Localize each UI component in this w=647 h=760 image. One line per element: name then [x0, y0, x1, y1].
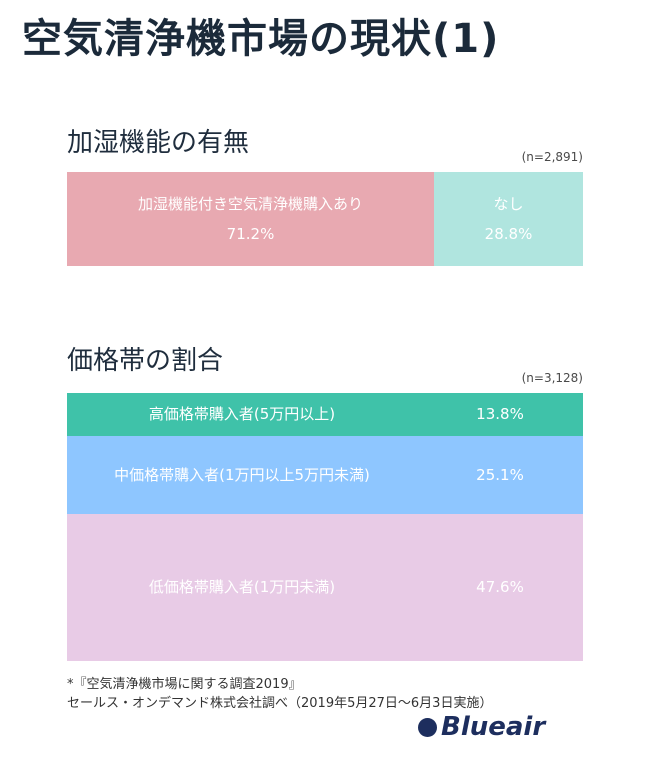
price-low-value: 47.6% [476, 578, 524, 596]
price-section-title: 価格帯の割合 [67, 346, 224, 376]
price-mid-label: 中価格帯購入者(1万円以上5万円未満) [114, 466, 370, 484]
price-high-label: 高価格帯購入者(5万円以上) [148, 405, 336, 423]
humidify-stacked-bar: 加湿機能付き空気清浄機購入あり 71.2% なし 28.8% [67, 172, 583, 266]
price-high-value: 13.8% [476, 405, 524, 423]
humidify-yes-segment: 加湿機能付き空気清浄機購入あり 71.2% [67, 172, 434, 266]
humidify-section-title: 加湿機能の有無 [67, 128, 250, 158]
price-stacked-bar: 高価格帯購入者(5万円以上) 13.8% 中価格帯購入者(1万円以上5万円未満)… [67, 393, 583, 661]
humidify-no-segment: なし 28.8% [434, 172, 583, 266]
humidify-yes-label: 加湿機能付き空気清浄機購入あり [137, 195, 363, 213]
price-low-segment: 低価格帯購入者(1万円未満) 47.6% [67, 514, 583, 661]
price-sample-note: (n=3,128) [521, 371, 583, 385]
humidify-sample-note: (n=2,891) [521, 150, 583, 164]
logo-circle-icon [418, 717, 437, 737]
price-high-segment: 高価格帯購入者(5万円以上) 13.8% [67, 393, 583, 436]
humidify-no-label: なし [493, 195, 524, 213]
page-title: 空気清浄機市場の現状(1) [22, 16, 500, 62]
blueair-logo: Blueair [418, 712, 545, 742]
price-mid-value: 25.1% [476, 466, 524, 484]
source-footnote: *『空気清浄機市場に関する調査2019』 セールス・オンデマンド株式会社調べ（2… [67, 675, 492, 713]
humidify-yes-value: 71.2% [226, 225, 275, 243]
price-low-label: 低価格帯購入者(1万円未満) [148, 578, 336, 596]
source-survey-detail: セールス・オンデマンド株式会社調べ（2019年5月27日～6月3日実施） [67, 696, 493, 711]
source-survey-title: *『空気清浄機市場に関する調査2019』 [67, 677, 302, 692]
logo-text: Blueair [441, 712, 546, 742]
price-mid-segment: 中価格帯購入者(1万円以上5万円未満) 25.1% [67, 436, 583, 514]
humidify-no-value: 28.8% [484, 225, 533, 243]
